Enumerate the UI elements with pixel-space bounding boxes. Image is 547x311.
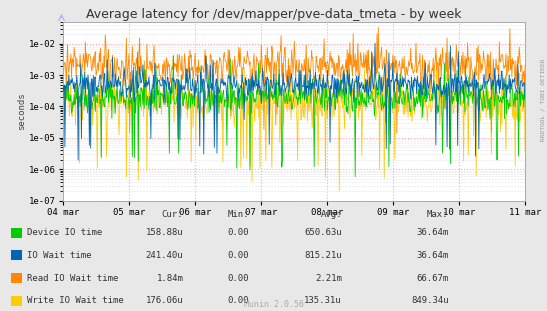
Text: Cur:: Cur:	[162, 210, 183, 219]
Text: 650.63u: 650.63u	[304, 228, 342, 237]
Text: IO Wait time: IO Wait time	[27, 251, 92, 260]
Text: 849.34u: 849.34u	[411, 296, 449, 305]
Text: Device IO time: Device IO time	[27, 228, 103, 237]
Text: 0.00: 0.00	[228, 251, 249, 260]
Text: 1.84m: 1.84m	[156, 274, 183, 282]
Text: Munin 2.0.56: Munin 2.0.56	[243, 299, 304, 309]
Text: 158.88u: 158.88u	[146, 228, 183, 237]
Text: 36.64m: 36.64m	[416, 228, 449, 237]
Text: 241.40u: 241.40u	[146, 251, 183, 260]
Text: 2.21m: 2.21m	[315, 274, 342, 282]
Text: 135.31u: 135.31u	[304, 296, 342, 305]
Text: Write IO Wait time: Write IO Wait time	[27, 296, 124, 305]
Text: 0.00: 0.00	[228, 274, 249, 282]
Text: 815.21u: 815.21u	[304, 251, 342, 260]
Text: 66.67m: 66.67m	[416, 274, 449, 282]
Text: Avg:: Avg:	[321, 210, 342, 219]
Y-axis label: seconds: seconds	[18, 92, 26, 130]
Text: 176.06u: 176.06u	[146, 296, 183, 305]
Text: Average latency for /dev/mapper/pve-data_tmeta - by week: Average latency for /dev/mapper/pve-data…	[86, 8, 461, 21]
Text: Read IO Wait time: Read IO Wait time	[27, 274, 119, 282]
Text: Min:: Min:	[228, 210, 249, 219]
Text: 0.00: 0.00	[228, 228, 249, 237]
Text: Max:: Max:	[427, 210, 449, 219]
Text: 36.64m: 36.64m	[416, 251, 449, 260]
Text: 0.00: 0.00	[228, 296, 249, 305]
Text: RRDTOOL / TOBI OETIKER: RRDTOOL / TOBI OETIKER	[541, 58, 546, 141]
